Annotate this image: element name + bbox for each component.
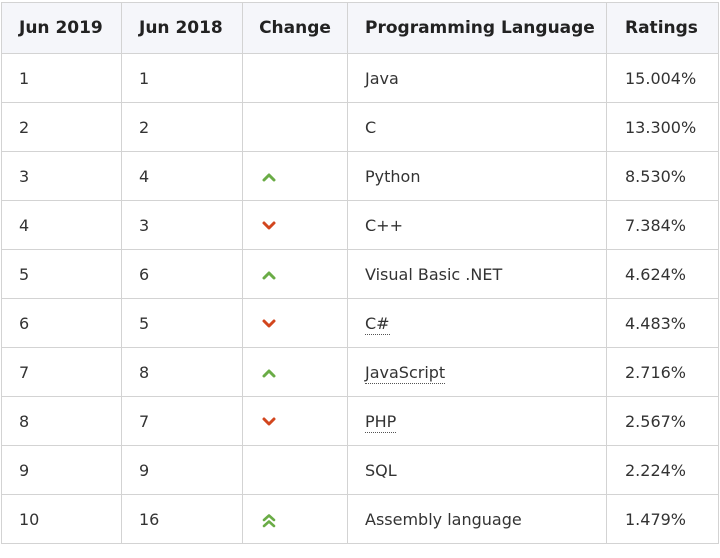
table-row: 4 3 C++ 7.384% bbox=[1, 200, 719, 250]
rating-value: 1.479% bbox=[606, 494, 719, 544]
language-cell: Visual Basic .NET bbox=[347, 249, 607, 299]
language-cell: JavaScript bbox=[347, 347, 607, 397]
rank-jun-2019: 8 bbox=[1, 396, 122, 446]
table-row: 2 2 C 13.300% bbox=[1, 102, 719, 152]
rank-jun-2019: 10 bbox=[1, 494, 122, 544]
rank-jun-2018: 2 bbox=[121, 102, 243, 152]
language-cell: Java bbox=[347, 53, 607, 103]
rating-value: 7.384% bbox=[606, 200, 719, 250]
change-cell bbox=[242, 249, 348, 299]
change-cell bbox=[242, 200, 348, 250]
table-row: 9 9 SQL 2.224% bbox=[1, 445, 719, 495]
arrow-down-icon bbox=[261, 415, 277, 429]
change-cell bbox=[242, 494, 348, 544]
table-row: 5 6 Visual Basic .NET 4.624% bbox=[1, 249, 719, 299]
table-header-row: Jun 2019 Jun 2018 Change Programming Lan… bbox=[1, 2, 719, 54]
rating-value: 2.716% bbox=[606, 347, 719, 397]
rank-jun-2018: 3 bbox=[121, 200, 243, 250]
rating-value: 13.300% bbox=[606, 102, 719, 152]
language-cell: C# bbox=[347, 298, 607, 348]
language-cell: PHP bbox=[347, 396, 607, 446]
rating-value: 4.483% bbox=[606, 298, 719, 348]
header-jun-2019: Jun 2019 bbox=[1, 2, 122, 54]
rank-jun-2019: 7 bbox=[1, 347, 122, 397]
change-cell bbox=[242, 445, 348, 495]
language-name: Assembly language bbox=[365, 509, 522, 529]
double-arrow-up-icon bbox=[261, 513, 277, 528]
language-cell: Assembly language bbox=[347, 494, 607, 544]
table-row: 10 16 Assembly language 1.479% bbox=[1, 494, 719, 544]
change-cell bbox=[242, 396, 348, 446]
rank-jun-2019: 5 bbox=[1, 249, 122, 299]
language-cell: SQL bbox=[347, 445, 607, 495]
rating-value: 4.624% bbox=[606, 249, 719, 299]
table-row: 3 4 Python 8.530% bbox=[1, 151, 719, 201]
table-row: 7 8 JavaScript 2.716% bbox=[1, 347, 719, 397]
change-cell bbox=[242, 347, 348, 397]
header-programming-language: Programming Language bbox=[347, 2, 607, 54]
language-cell: C bbox=[347, 102, 607, 152]
header-jun-2018: Jun 2018 bbox=[121, 2, 243, 54]
rank-jun-2019: 4 bbox=[1, 200, 122, 250]
rank-jun-2019: 9 bbox=[1, 445, 122, 495]
rank-jun-2018: 6 bbox=[121, 249, 243, 299]
rank-jun-2018: 1 bbox=[121, 53, 243, 103]
language-name: Python bbox=[365, 166, 421, 186]
change-cell bbox=[242, 298, 348, 348]
rating-value: 15.004% bbox=[606, 53, 719, 103]
rank-jun-2019: 6 bbox=[1, 298, 122, 348]
header-ratings: Ratings bbox=[606, 2, 719, 54]
rank-jun-2018: 4 bbox=[121, 151, 243, 201]
rank-jun-2018: 7 bbox=[121, 396, 243, 446]
arrow-down-icon bbox=[261, 317, 277, 331]
language-link[interactable]: PHP bbox=[365, 411, 397, 433]
rank-jun-2018: 16 bbox=[121, 494, 243, 544]
change-cell bbox=[242, 151, 348, 201]
arrow-up-icon bbox=[261, 366, 277, 380]
language-link[interactable]: JavaScript bbox=[365, 362, 446, 384]
rank-jun-2018: 9 bbox=[121, 445, 243, 495]
language-name: Java bbox=[365, 68, 399, 88]
rank-jun-2019: 1 bbox=[1, 53, 122, 103]
table-body: 1 1 Java 15.004% 2 2 C 13.300% 3 4 Python 8.530% 4 3 C… bbox=[1, 53, 719, 544]
language-name: C++ bbox=[365, 215, 403, 235]
language-name: SQL bbox=[365, 460, 397, 480]
arrow-up-icon bbox=[261, 170, 277, 184]
rank-jun-2018: 5 bbox=[121, 298, 243, 348]
language-ranking-table: Jun 2019 Jun 2018 Change Programming Lan… bbox=[1, 2, 719, 544]
header-change: Change bbox=[242, 2, 348, 54]
rating-value: 2.224% bbox=[606, 445, 719, 495]
rating-value: 8.530% bbox=[606, 151, 719, 201]
rank-jun-2019: 3 bbox=[1, 151, 122, 201]
rank-jun-2019: 2 bbox=[1, 102, 122, 152]
language-cell: C++ bbox=[347, 200, 607, 250]
change-cell bbox=[242, 53, 348, 103]
language-link[interactable]: C# bbox=[365, 313, 390, 335]
language-name: C bbox=[365, 117, 377, 137]
change-cell bbox=[242, 102, 348, 152]
arrow-up-icon bbox=[261, 268, 277, 282]
language-name: Visual Basic .NET bbox=[365, 264, 503, 284]
table-row: 8 7 PHP 2.567% bbox=[1, 396, 719, 446]
rank-jun-2018: 8 bbox=[121, 347, 243, 397]
table-row: 1 1 Java 15.004% bbox=[1, 53, 719, 103]
table-row: 6 5 C# 4.483% bbox=[1, 298, 719, 348]
arrow-down-icon bbox=[261, 219, 277, 233]
rating-value: 2.567% bbox=[606, 396, 719, 446]
language-cell: Python bbox=[347, 151, 607, 201]
